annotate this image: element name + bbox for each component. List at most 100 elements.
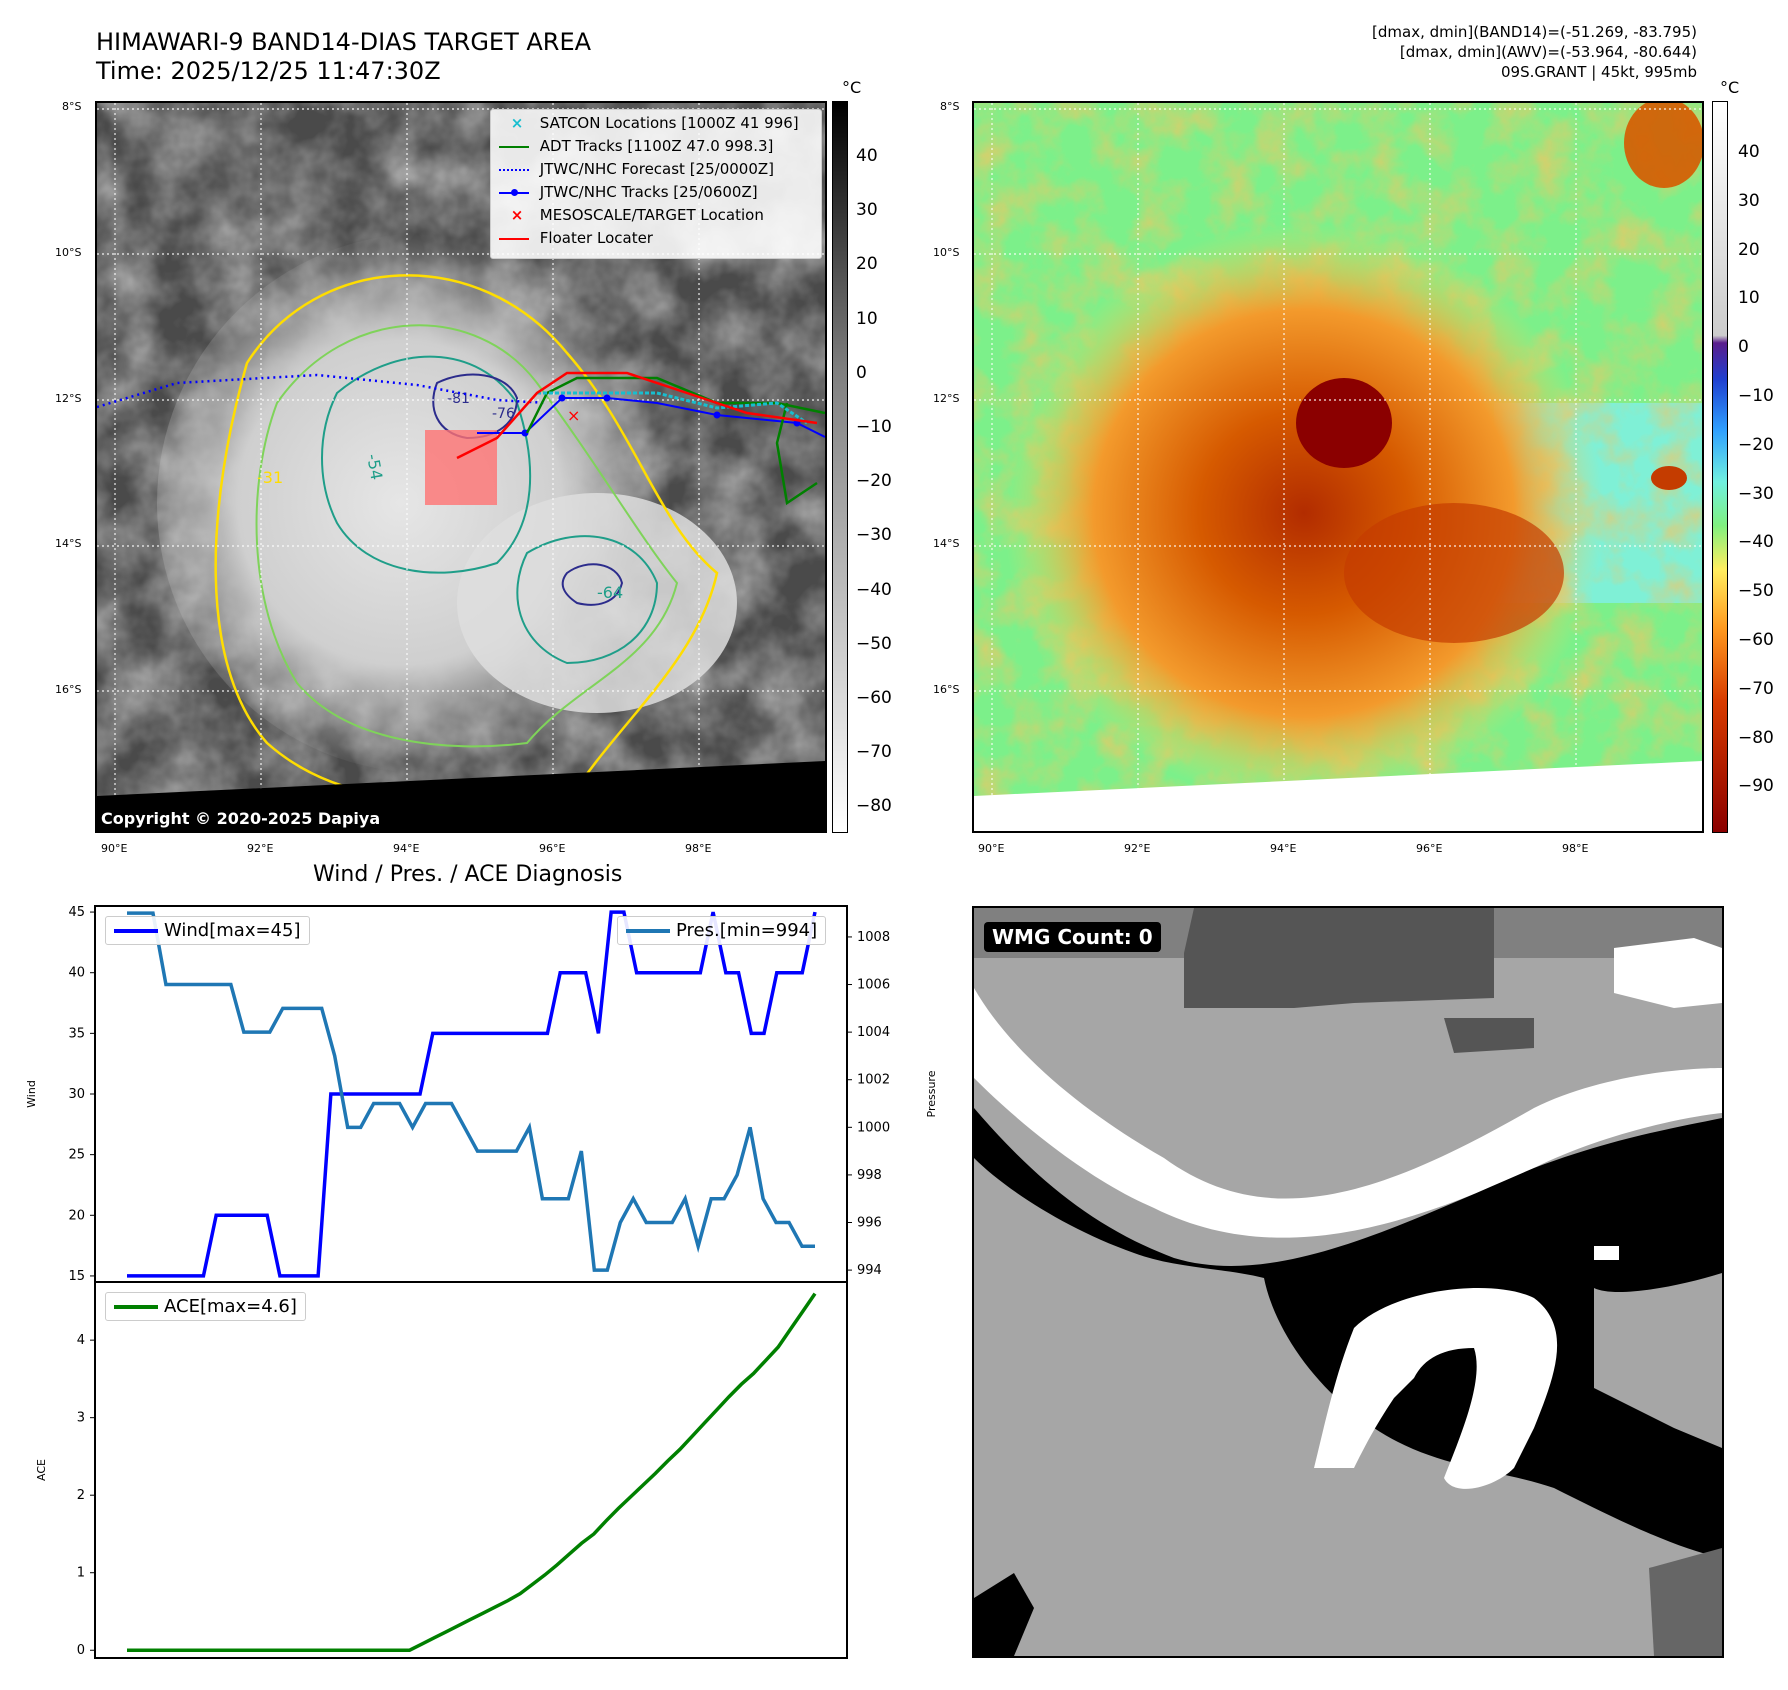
copyright-text: Copyright © 2020-2025 Dapiya [101,809,381,828]
lat-label: 10°S [55,246,82,259]
colorbar-tick-label: 30 [856,200,878,221]
colorbar-tick-label: −40 [856,579,892,600]
wind-pressure-chart: 15 20 25 30 35 40 45 994 996 998 1000 1002 1004 1006 1… [25,905,938,1284]
satcon-x-icon: × [510,114,524,132]
colorbar-tick-label: −60 [856,688,892,708]
pressure-line-icon [626,929,670,933]
contour-54 [321,355,532,574]
wind-legend: Wind[max=45] [105,916,310,945]
lon-label: 96°E [1416,842,1443,855]
pressure-legend: Pres.[min=994] [617,916,827,945]
pressure-y-tick-label: 1004 [857,1025,890,1040]
lat-label: 12°S [933,392,960,405]
lat-label: 14°S [55,537,82,550]
pressure-y-tick-label: 994 [857,1263,882,1278]
colorbar-tick-label: 30 [1738,190,1760,211]
awv-storm-shield [1004,223,1604,803]
colorbar-tick-label: −20 [1738,434,1774,455]
diagnosis-chart-svg: 1520253035404599499699810001002100410061… [25,905,938,1659]
legend-jtwc-tracks: JTWC/NHC Tracks [25/0600Z] [499,183,758,201]
diagnosis-title: Wind / Pres. / ACE Diagnosis [313,862,623,887]
map-legend: × SATCON Locations [1000Z 41 996] ADT Tr… [490,109,822,259]
awv-band [1344,503,1564,643]
ace-y-tick-label: 0 [77,1643,85,1658]
wind-series-line [127,910,817,1278]
lon-label: 92°E [1124,842,1151,855]
wmg-dark-patch-2 [1444,1018,1534,1053]
colorbar-tick-label: −10 [856,417,892,437]
legend-adt: ADT Tracks [1100Z 47.0 998.3] [499,137,773,155]
lon-label: 92°E [247,842,274,855]
ace-y-tick-label: 1 [77,1566,85,1581]
lat-label: 14°S [933,537,960,550]
wind-y-tick-label: 30 [68,1087,85,1102]
target-marker: × [567,406,580,425]
colorbar-tick-label: 0 [856,362,867,383]
storm-info: 09S.GRANT | 45kt, 995mb [1500,63,1697,81]
wind-line-icon [114,929,158,933]
wmg-white-arc [974,988,1722,1238]
red-line-icon [499,237,535,240]
contour-label: -76 [492,406,515,422]
contour-54b [516,535,659,665]
wmg-count-badge: WMG Count: 0 [984,922,1161,952]
lat-label: 8°S [940,100,960,113]
colorbar-tick-label: 40 [856,146,878,166]
colorbar-tick-label: 40 [1738,142,1760,162]
pressure-y-tick-label: 1006 [857,978,890,993]
red-x-icon: × [510,206,524,224]
ir-map-panel: -31 -54 -64 -81 -76 × [95,101,827,833]
wind-y-tick-label: 15 [68,1269,85,1284]
chart-title: HIMAWARI-9 BAND14-DIAS TARGET AREA [96,28,592,56]
colorbar-tick-label: −90 [1738,776,1774,797]
colorbar-tick-label: −50 [1738,581,1774,602]
awv-gridlines [974,103,1702,831]
ace-y-tick-label: 3 [77,1411,85,1426]
pressure-y-tick-label: 996 [857,1216,882,1231]
awv-map-svg [974,103,1702,831]
contour-64 [561,563,624,606]
lat-label: 8°S [62,100,82,113]
wind-axis-label: Wind [25,1080,38,1108]
colorbar-unit: °C [842,78,862,97]
outer-band-cloud [457,493,737,713]
pressure-axis-label: Pressure [925,1070,938,1117]
awv-scan-edge [974,761,1702,831]
ace-legend: ACE[max=4.6] [105,1292,306,1321]
legend-label: SATCON Locations [1000Z 41 996] [539,114,799,132]
awv-core [1296,378,1392,468]
wmg-svg [974,908,1722,1656]
colorbar-tick-label: 20 [856,254,878,275]
pressure-y-tick-label: 1002 [857,1073,890,1088]
wind-y-tick-label: 45 [68,905,85,920]
pressure-legend-label: Pres.[min=994] [676,920,818,941]
wind-y-tick-label: 35 [68,1026,85,1041]
colorbar-tick-label: 10 [856,308,878,329]
lat-label: 12°S [55,392,82,405]
lon-label: 90°E [101,842,128,855]
colorbar-tick-label: −10 [1738,386,1774,406]
legend-target: × MESOSCALE/TARGET Location [499,206,764,224]
pressure-series-line [127,911,815,1272]
colorbar-tick-label: −20 [856,471,892,492]
awv-map-panel [972,101,1704,833]
lon-label: 96°E [539,842,566,855]
wind-y-tick-label: 40 [68,966,85,981]
colorbar-tick-label: 10 [1738,288,1760,309]
lat-label: 16°S [933,683,960,696]
ace-line-icon [114,1305,158,1309]
ace-series-line [127,1292,817,1652]
lon-label: 98°E [1562,842,1589,855]
contour-76 [432,373,519,440]
legend-label: JTWC/NHC Tracks [25/0600Z] [539,183,758,201]
satcon-track [537,391,808,425]
legend-label: Floater Locater [539,229,653,247]
legend-label: MESOSCALE/TARGET Location [539,206,764,224]
dot-line-icon [499,188,535,196]
lat-label: 10°S [933,246,960,259]
awv-e-cloud [1651,466,1687,490]
wmg-dark-patch [1184,908,1494,1008]
lon-label: 94°E [393,842,420,855]
adt-track-east [775,402,818,506]
colorbar-tick-label: −40 [1738,532,1774,553]
